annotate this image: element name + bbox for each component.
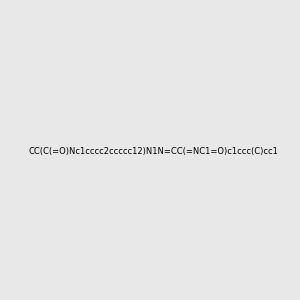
Text: CC(C(=O)Nc1cccc2ccccc12)N1N=CC(=NC1=O)c1ccc(C)cc1: CC(C(=O)Nc1cccc2ccccc12)N1N=CC(=NC1=O)c1… <box>29 147 279 156</box>
